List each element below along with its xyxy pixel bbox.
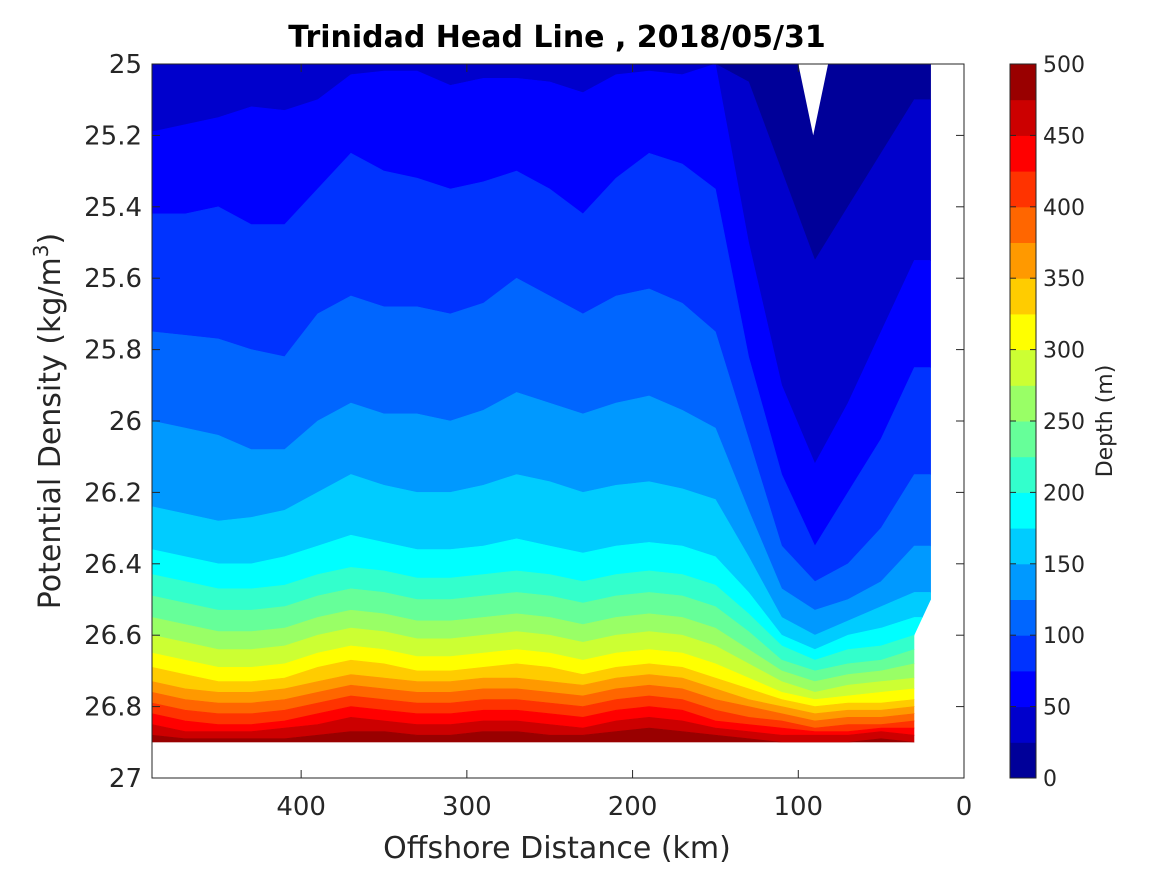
colorbar-band [1010,670,1036,708]
colorbar-tick-label: 300 [1043,339,1085,364]
contour-band [152,64,931,262]
contour-band [152,727,931,743]
colorbar: 0 50 100 150 200 250 300 350 400 450 500 [1009,53,1085,792]
x-tick-label: 400 [276,792,326,822]
colorbar-band [1010,742,1036,779]
colorbar-tick-label: 450 [1043,124,1085,149]
contour-fills [152,64,931,743]
chart-title: Trinidad Head Line , 2018/05/31 [288,20,825,55]
colorbar-tick-label: 0 [1043,767,1057,792]
colorbar-band [1010,171,1036,208]
colorbar-tick-label: 100 [1043,624,1085,649]
colorbar-band [1010,563,1036,600]
data-gap [798,64,829,136]
plot-area: 400 300 200 100 0 25 25.2 25.4 25.6 25.8 26 26.2 26… [84,50,972,822]
y-tick-label: 25.4 [84,193,142,223]
colorbar-band [1010,492,1036,529]
colorbar-tick-label: 200 [1043,481,1085,506]
blank-notch [798,64,829,136]
colorbar-band [1010,349,1036,386]
colorbar-band [1010,278,1036,315]
colorbar-band [1010,64,1036,101]
colorbar-band [1010,528,1036,565]
x-axis: 400 300 200 100 0 [276,64,972,822]
colorbar-band [1010,635,1036,672]
colorbar-tick-label: 350 [1043,267,1085,292]
colorbar-tick-label: 150 [1043,553,1085,578]
colorbar-label: Depth (m) [1093,365,1118,478]
colorbar-band [1010,456,1036,493]
colorbar-band [1010,313,1036,351]
y-tick-label: 26.8 [84,693,142,723]
y-axis-label-text: Potential Density (kg/m [33,257,68,609]
y-axis-label-close: ) [33,233,68,245]
colorbar-band [1010,385,1036,422]
x-axis-label: Offshore Distance (km) [383,831,731,866]
y-tick-label: 25.6 [84,264,142,294]
y-tick-label: 26.4 [84,550,142,580]
y-axis: 25 25.2 25.4 25.6 25.8 26 26.2 26.4 26.6 26.8 27 [84,50,964,794]
colorbar-band [1010,99,1036,136]
x-tick-label: 100 [773,792,823,822]
colorbar-band [1010,242,1036,279]
x-tick-label: 200 [608,792,658,822]
colorbar-band [1010,206,1036,243]
x-tick-label: 0 [956,792,973,822]
colorbar-band [1010,135,1036,172]
colorbar-band [1010,421,1036,458]
colorbar-tick-label: 250 [1043,410,1085,435]
x-tick-label: 300 [442,792,492,822]
y-tick-label: 25.8 [84,336,142,366]
y-tick-label: 25.2 [84,121,142,151]
y-tick-label: 27 [109,764,142,794]
y-tick-label: 26.6 [84,621,142,651]
colorbar-tick-label: 400 [1043,196,1085,221]
y-tick-label: 26.2 [84,478,142,508]
y-tick-label: 25 [109,50,142,80]
y-axis-label-superscript: 3 [29,244,53,257]
colorbar-band [1010,599,1036,636]
colorbar-tick-label: 50 [1043,696,1071,721]
colorbar-tick-label: 500 [1043,53,1085,78]
y-axis-label: Potential Density (kg/m3) [29,233,68,609]
colorbar-band [1010,706,1036,743]
y-tick-label: 26 [109,407,142,437]
